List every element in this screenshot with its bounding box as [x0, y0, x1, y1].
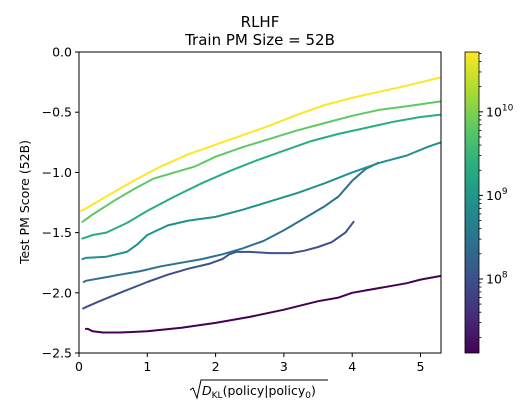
y-tick-label: 0.0 [52, 45, 72, 60]
x-tick-label: 1 [143, 359, 151, 374]
svg-text:DKL(policy|policy0): DKL(policy|policy0) [202, 383, 316, 401]
series-line-3 [82, 161, 380, 283]
xlabel-base: D [202, 383, 212, 398]
y-tick-label: −1.0 [42, 165, 72, 180]
chart-title: RLHF [241, 13, 280, 31]
y-tick-label: −2.0 [42, 285, 72, 300]
series-line-7 [80, 76, 441, 212]
colorbar-tick-label: 1010 [486, 103, 514, 119]
series-line-2 [82, 220, 355, 310]
series-line-1 [84, 274, 441, 334]
xlabel-sub-kl: KL [212, 391, 223, 401]
colorbar [464, 51, 480, 354]
xlabel-arg: (policy|policy [223, 383, 306, 398]
xlabel-close: ) [311, 383, 316, 398]
colorbar-ticks: 108 109 1010 [479, 53, 514, 338]
y-tick-label: −2.5 [42, 346, 72, 361]
x-tick-label: 4 [348, 359, 356, 374]
sqrt-sign [189, 379, 328, 400]
x-tick-label: 2 [212, 359, 220, 374]
y-tick-label: −0.5 [42, 105, 72, 120]
x-tick-label: 3 [280, 359, 288, 374]
y-tick-label: −1.5 [42, 225, 72, 240]
axis-ticks: 0 1 2 3 4 5 0.0 −0.5 −1.0 −1.5 −2.0 −2.5 [42, 45, 425, 375]
x-tick-label: 5 [417, 359, 425, 374]
x-tick-label: 0 [75, 359, 83, 374]
colorbar-tick-label: 108 [486, 270, 508, 286]
series-line-5 [81, 113, 441, 240]
series-layer [80, 76, 441, 334]
colorbar-tick-label: 109 [486, 187, 508, 203]
x-axis-label: DKL(policy|policy0) [189, 379, 328, 401]
series-line-4 [81, 141, 441, 261]
plot-frame [78, 51, 442, 354]
xlabel-sub-0: 0 [305, 391, 311, 401]
chart-subtitle: Train PM Size = 52B [184, 31, 335, 49]
series-line-6 [81, 100, 441, 223]
y-axis-label: Test PM Score (52B) [17, 140, 32, 265]
